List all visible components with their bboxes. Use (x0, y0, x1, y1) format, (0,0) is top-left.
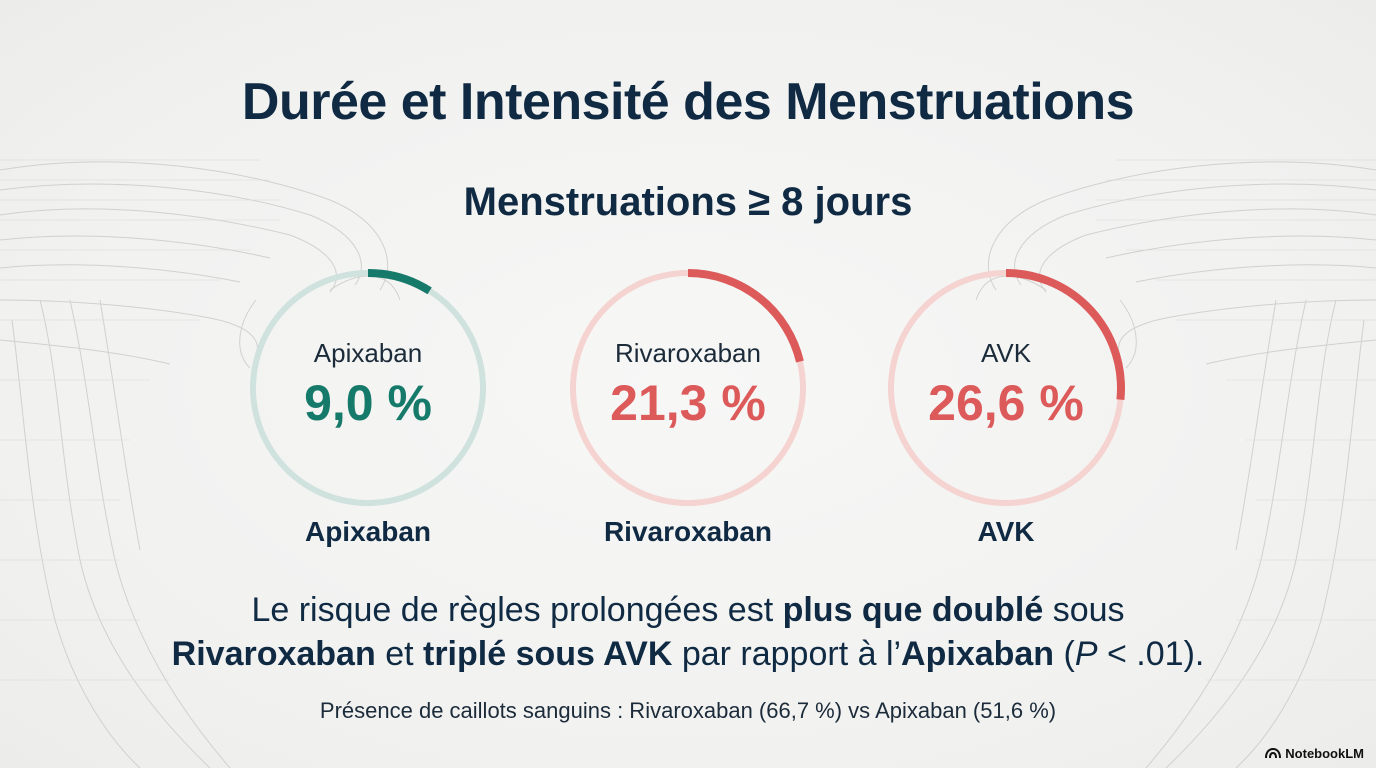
conclusion-emphasis: Apixaban (901, 635, 1055, 673)
gauge-name: Rivaroxaban (615, 338, 761, 368)
drug-label-apixaban: Apixaban (304, 516, 432, 547)
gauge-value: 9,0 % (304, 375, 432, 431)
gauge-arc (249, 269, 487, 507)
conclusion-p-symbol: P (1074, 635, 1098, 673)
brand-watermark: NotebookLM (1265, 744, 1364, 762)
gauge-arc (569, 269, 807, 507)
gauge-apixaban: Apixaban 9,0 % (248, 268, 488, 508)
conclusion-part: et (375, 635, 423, 673)
conclusion-emphasis: Rivaroxaban (171, 635, 376, 673)
gauge-name: AVK (980, 338, 1032, 368)
drug-label-avk: AVK (977, 516, 1035, 547)
chart-title: Menstruations ≥ 8 jours (463, 180, 913, 224)
conclusion-emphasis: triplé sous AVK (423, 635, 673, 673)
gauge-value: 21,3 % (610, 375, 766, 431)
conclusion-part: < .01). (1097, 635, 1205, 673)
conclusion-part: par rapport à l’ (672, 635, 902, 673)
footnote: Présence de caillots sanguins : Rivaroxa… (319, 698, 1057, 723)
gauge-rivaroxaban: Rivaroxaban 21,3 % (568, 268, 808, 508)
notebooklm-logo-icon (1265, 747, 1282, 759)
gauge-ring-apixaban (249, 269, 487, 507)
gauge-avk: AVK 26,6 % (886, 268, 1126, 508)
gauge-ring-avk (887, 269, 1125, 507)
gauge-name: Apixaban (313, 338, 423, 368)
brand-name: NotebookLM (1285, 745, 1364, 761)
gauge-arc (887, 269, 1125, 507)
conclusion-part: ( (1054, 635, 1075, 673)
gauge-ring-rivaroxaban (569, 269, 807, 507)
gauge-value: 26,6 % (928, 375, 1084, 431)
conclusion-part: sous (1043, 591, 1125, 629)
conclusion-emphasis: plus que doublé (782, 591, 1044, 629)
conclusion-part: Le risque de règles prolongées est (251, 591, 783, 629)
page-title: Durée et Intensité des Menstruations (241, 73, 1135, 131)
drug-label-rivaroxaban: Rivaroxaban (603, 516, 773, 547)
conclusion-text: Le risque de règles prolongées est plus … (100, 588, 1276, 676)
